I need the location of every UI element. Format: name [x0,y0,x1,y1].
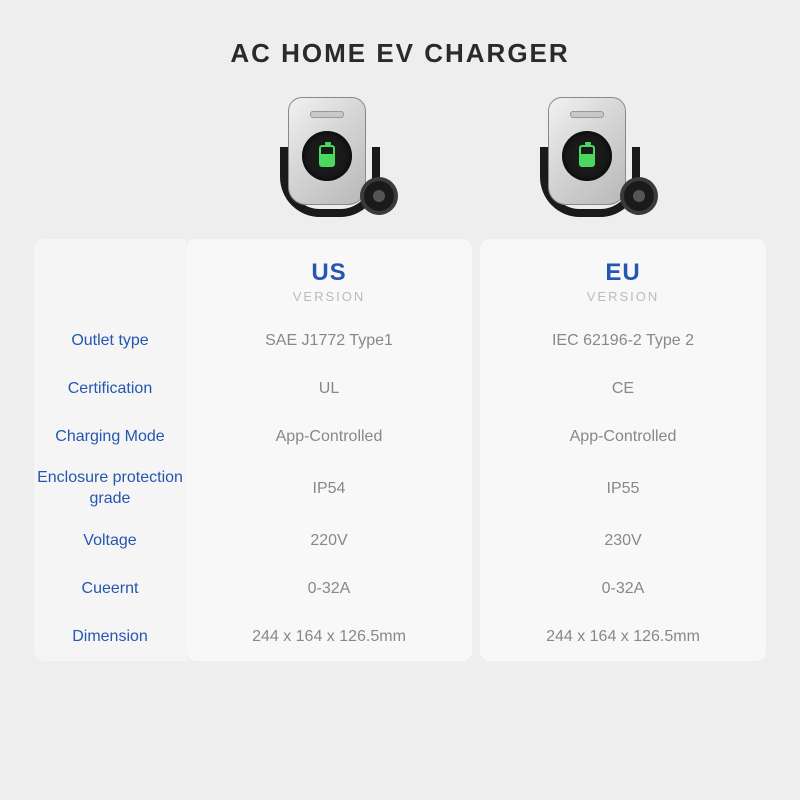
eu-column: EU VERSION IEC 62196-2 Type 2 CE App-Con… [480,239,766,661]
cell-value: SAE J1772 Type1 [186,317,472,365]
cell-value: IP54 [186,461,472,517]
page-title: AC HOME EV CHARGER [0,0,800,89]
cell-value: 244 x 164 x 126.5mm [186,613,472,661]
cell-value: App-Controlled [186,413,472,461]
column-header-eu: EU VERSION [480,259,766,317]
battery-icon [579,145,595,167]
cell-value: 0-32A [480,565,766,613]
row-label: Enclosure protection grade [34,461,186,517]
row-label: Outlet type [34,317,186,365]
charger-image-us [260,89,400,229]
product-images-row [0,89,800,229]
row-label: Charging Mode [34,413,186,461]
column-subtitle: VERSION [480,289,766,304]
row-label: Cueernt [34,565,186,613]
battery-icon [319,145,335,167]
cell-value: 0-32A [186,565,472,613]
column-subtitle: VERSION [186,289,472,304]
labels-column: Outlet type Certification Charging Mode … [34,239,186,661]
cell-value: UL [186,365,472,413]
row-label: Certification [34,365,186,413]
cell-value: 230V [480,517,766,565]
column-title: US [186,259,472,287]
column-header-us: US VERSION [186,259,472,317]
cell-value: CE [480,365,766,413]
charger-image-eu [520,89,660,229]
column-title: EU [480,259,766,287]
cell-value: 220V [186,517,472,565]
row-label: Voltage [34,517,186,565]
cell-value: IEC 62196-2 Type 2 [480,317,766,365]
cell-value: 244 x 164 x 126.5mm [480,613,766,661]
us-column: US VERSION SAE J1772 Type1 UL App-Contro… [186,239,472,661]
comparison-table: Outlet type Certification Charging Mode … [0,239,800,661]
row-label: Dimension [34,613,186,661]
cell-value: IP55 [480,461,766,517]
cell-value: App-Controlled [480,413,766,461]
